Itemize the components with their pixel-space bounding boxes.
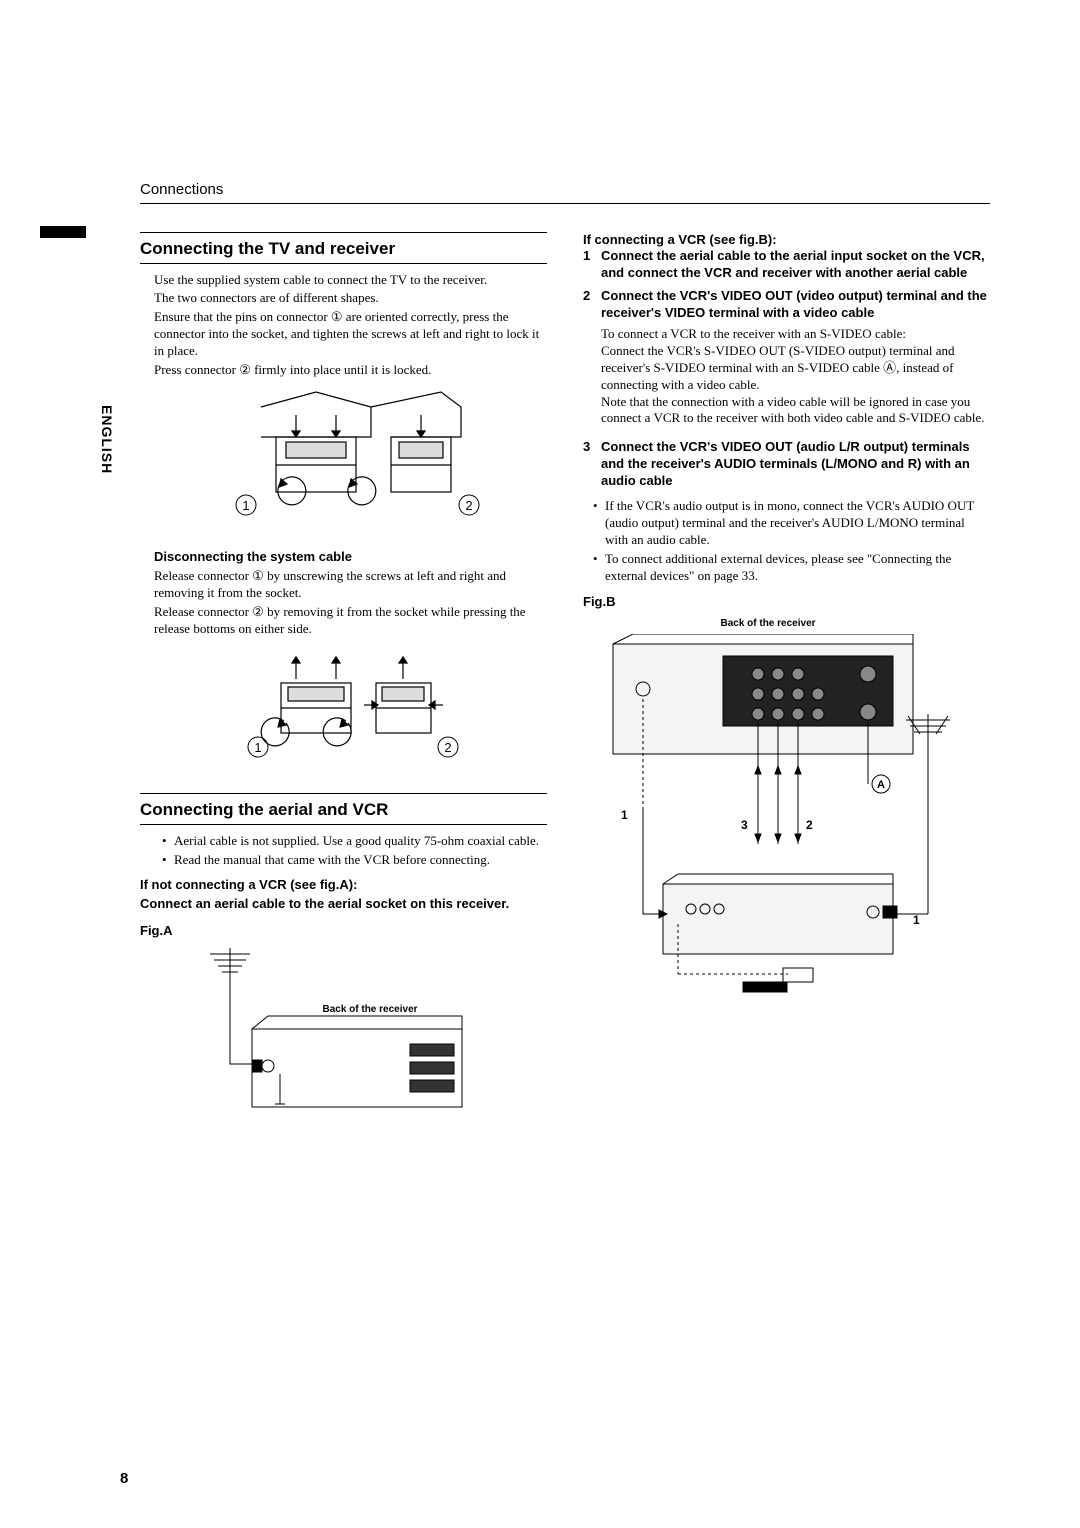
step-1: 1 Connect the aerial cable to the aerial… bbox=[583, 248, 990, 282]
step-2-p1: To connect a VCR to the receiver with an… bbox=[601, 326, 990, 343]
page-section-title: Connections bbox=[140, 180, 990, 204]
step-2: 2 Connect the VCR's VIDEO OUT (video out… bbox=[583, 288, 990, 433]
step-2-p3: Note that the connection with a video ca… bbox=[601, 394, 990, 428]
step-2-p2: Connect the VCR's S-VIDEO OUT (S-VIDEO o… bbox=[601, 343, 990, 394]
disc-p2: Release connector ② by removing it from … bbox=[154, 604, 547, 638]
section-tab bbox=[40, 226, 86, 238]
step3-note-2: • To connect additional external devices… bbox=[593, 551, 990, 585]
heading-aerial-vcr: Connecting the aerial and VCR bbox=[140, 793, 547, 825]
step-3: 3 Connect the VCR's VIDEO OUT (audio L/R… bbox=[583, 439, 990, 490]
bullet-dot-icon: • bbox=[162, 833, 174, 850]
svg-text:3: 3 bbox=[741, 818, 748, 832]
if-not-vcr-heading: If not connecting a VCR (see fig.A): bbox=[140, 877, 547, 894]
step-num-1: 1 bbox=[583, 248, 601, 282]
vcr-steps: 1 Connect the aerial cable to the aerial… bbox=[583, 248, 990, 490]
aerial-note-2-text: Read the manual that came with the VCR b… bbox=[174, 852, 490, 869]
figB-label: Fig.B bbox=[583, 594, 990, 611]
figA-diagram: Back of the receiver bbox=[180, 944, 460, 1134]
connector-diagram-2: 1 2 bbox=[154, 645, 547, 775]
svg-text:A: A bbox=[877, 779, 885, 791]
bullet-dot-icon: • bbox=[593, 551, 605, 585]
page-number: 8 bbox=[120, 1469, 128, 1489]
tv-p2: The two connectors are of different shap… bbox=[154, 290, 547, 307]
disconnect-heading: Disconnecting the system cable bbox=[154, 549, 547, 566]
left-column: Connecting the TV and receiver Use the s… bbox=[140, 232, 547, 1134]
svg-text:1: 1 bbox=[621, 808, 628, 822]
tv-p1: Use the supplied system cable to connect… bbox=[154, 272, 547, 289]
svg-text:1: 1 bbox=[242, 498, 249, 513]
step3-note-1-text: If the VCR's audio output is in mono, co… bbox=[605, 498, 990, 549]
aerial-note-1-text: Aerial cable is not supplied. Use a good… bbox=[174, 833, 539, 850]
figB-back-label: Back of the receiver bbox=[583, 617, 953, 630]
aerial-note-2: • Read the manual that came with the VCR… bbox=[162, 852, 547, 869]
figA-back-label: Back of the receiver bbox=[322, 1004, 417, 1015]
step-3-heading: Connect the VCR's VIDEO OUT (audio L/R o… bbox=[601, 439, 990, 490]
svg-text:1: 1 bbox=[254, 740, 261, 755]
bullet-dot-icon: • bbox=[162, 852, 174, 869]
tv-p3: Ensure that the pins on connector ① are … bbox=[154, 309, 547, 360]
heading-tv-receiver: Connecting the TV and receiver bbox=[140, 232, 547, 264]
svg-text:2: 2 bbox=[444, 740, 451, 755]
language-side-label: ENGLISH bbox=[98, 405, 116, 474]
tv-p4: Press connector ② firmly into place unti… bbox=[154, 362, 547, 379]
if-conn-vcr-heading: If connecting a VCR (see fig.B): bbox=[583, 232, 990, 249]
step-num-2: 2 bbox=[583, 288, 601, 433]
right-column: If connecting a VCR (see fig.B): 1 Conne… bbox=[583, 232, 990, 1134]
aerial-notes: • Aerial cable is not supplied. Use a go… bbox=[162, 833, 547, 869]
disc-p1: Release connector ① by unscrewing the sc… bbox=[154, 568, 547, 602]
svg-text:1: 1 bbox=[913, 913, 920, 927]
if-not-vcr-text: Connect an aerial cable to the aerial so… bbox=[140, 896, 547, 913]
step3-notes: • If the VCR's audio output is in mono, … bbox=[593, 498, 990, 584]
content-columns: Connecting the TV and receiver Use the s… bbox=[140, 232, 990, 1134]
svg-text:2: 2 bbox=[806, 818, 813, 832]
step3-note-2-text: To connect additional external devices, … bbox=[605, 551, 990, 585]
svg-text:2: 2 bbox=[465, 498, 472, 513]
figA-label: Fig.A bbox=[140, 923, 547, 940]
step-2-heading: Connect the VCR's VIDEO OUT (video outpu… bbox=[601, 288, 990, 322]
connector-diagram-1: 1 2 bbox=[154, 387, 547, 537]
aerial-note-1: • Aerial cable is not supplied. Use a go… bbox=[162, 833, 547, 850]
bullet-dot-icon: • bbox=[593, 498, 605, 549]
figB-diagram: Back of the receiver bbox=[583, 617, 953, 994]
step3-note-1: • If the VCR's audio output is in mono, … bbox=[593, 498, 990, 549]
step-num-3: 3 bbox=[583, 439, 601, 490]
step-1-text: Connect the aerial cable to the aerial i… bbox=[601, 248, 990, 282]
